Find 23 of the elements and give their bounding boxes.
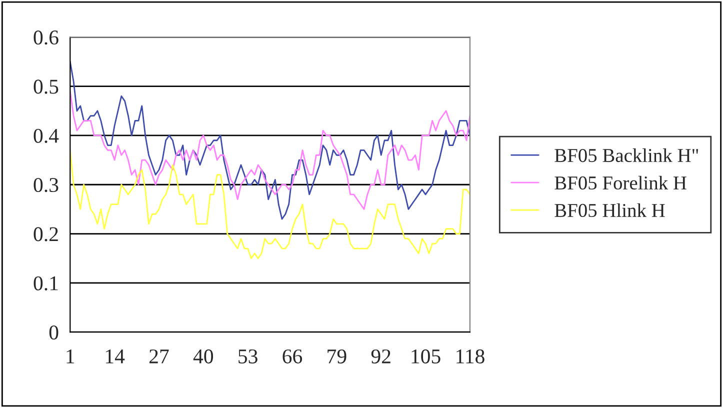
x-tick-label: 92 bbox=[371, 349, 390, 364]
x-tick-label: 14 bbox=[106, 349, 125, 364]
y-tick-label: 0 bbox=[49, 325, 58, 340]
y-tick-label: 0.5 bbox=[34, 80, 58, 94]
x-tick-label: 53 bbox=[238, 349, 258, 364]
x-tick-label: 79 bbox=[328, 349, 346, 364]
x-tick-label: 40 bbox=[193, 349, 214, 364]
x-tick-label: 1 bbox=[66, 349, 74, 364]
line-series bbox=[70, 150, 470, 260]
y-tick-label: 0.2 bbox=[34, 227, 58, 242]
x-tick-label: 27 bbox=[149, 349, 169, 364]
legend-label: BF05 Backlink H" bbox=[554, 148, 698, 162]
y-tick-label: 0.6 bbox=[34, 30, 58, 45]
line-series bbox=[70, 90, 470, 210]
y-tick-label: 0.3 bbox=[34, 178, 58, 192]
legend-label: BF05 Hlink H bbox=[554, 203, 665, 218]
x-tick-label: 66 bbox=[282, 349, 302, 364]
legend-label: BF05 Forelink H bbox=[554, 176, 686, 190]
x-tick-label: 118 bbox=[456, 349, 484, 364]
y-tick-label: 0.1 bbox=[34, 276, 58, 290]
x-tick-label: 105 bbox=[412, 349, 440, 364]
line-series bbox=[70, 61, 470, 220]
y-tick-label: 0.4 bbox=[34, 128, 59, 143]
